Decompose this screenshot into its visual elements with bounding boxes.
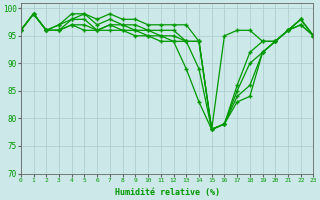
X-axis label: Humidité relative (%): Humidité relative (%) xyxy=(115,188,220,197)
